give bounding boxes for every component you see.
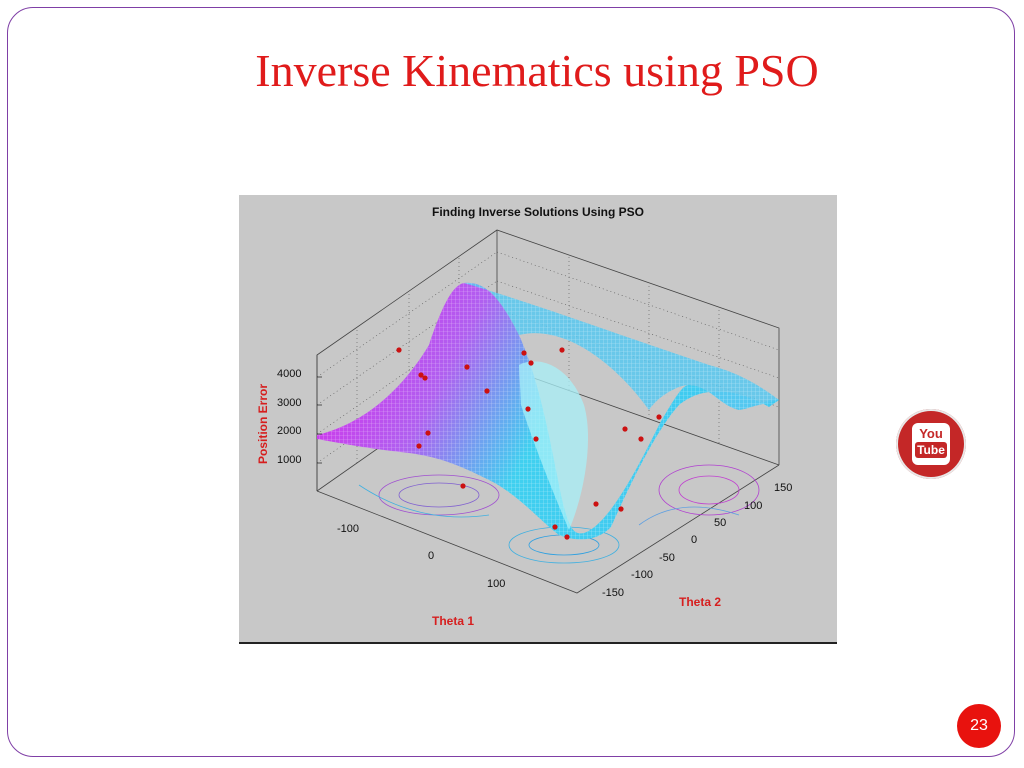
page-number-badge: 23 (957, 704, 1001, 748)
youtube-you-text: You (912, 425, 950, 442)
slide-title: Inverse Kinematics using PSO (0, 44, 1024, 97)
x-axis-label: Theta 1 (432, 614, 474, 628)
z-axis-label: Position Error (256, 384, 270, 464)
error-surface (317, 283, 779, 540)
youtube-icon[interactable]: You Tube (896, 409, 966, 479)
y-tick-label: 0 (691, 534, 697, 546)
youtube-tube-text: Tube (915, 442, 947, 458)
y-tick-label: 50 (714, 517, 726, 529)
youtube-logo-box: You Tube (912, 423, 950, 465)
y-tick-label: -150 (602, 587, 624, 599)
figure-title: Finding Inverse Solutions Using PSO (239, 205, 837, 219)
z-tick-label: 3000 (277, 397, 301, 409)
x-tick-label: 100 (487, 578, 505, 590)
surface-plot (239, 195, 837, 642)
y-tick-label: -50 (659, 552, 675, 564)
pso-figure: Finding Inverse Solutions Using PSO Posi… (239, 195, 837, 644)
y-tick-label: -100 (631, 569, 653, 581)
z-tick-label: 1000 (277, 454, 301, 466)
y-axis-label: Theta 2 (679, 595, 721, 609)
y-tick-label: 100 (744, 500, 762, 512)
x-tick-label: -100 (337, 523, 359, 535)
tick-marks (317, 377, 322, 463)
x-tick-label: 0 (428, 550, 434, 562)
y-tick-label: 150 (774, 482, 792, 494)
z-tick-label: 4000 (277, 368, 301, 380)
z-tick-label: 2000 (277, 425, 301, 437)
